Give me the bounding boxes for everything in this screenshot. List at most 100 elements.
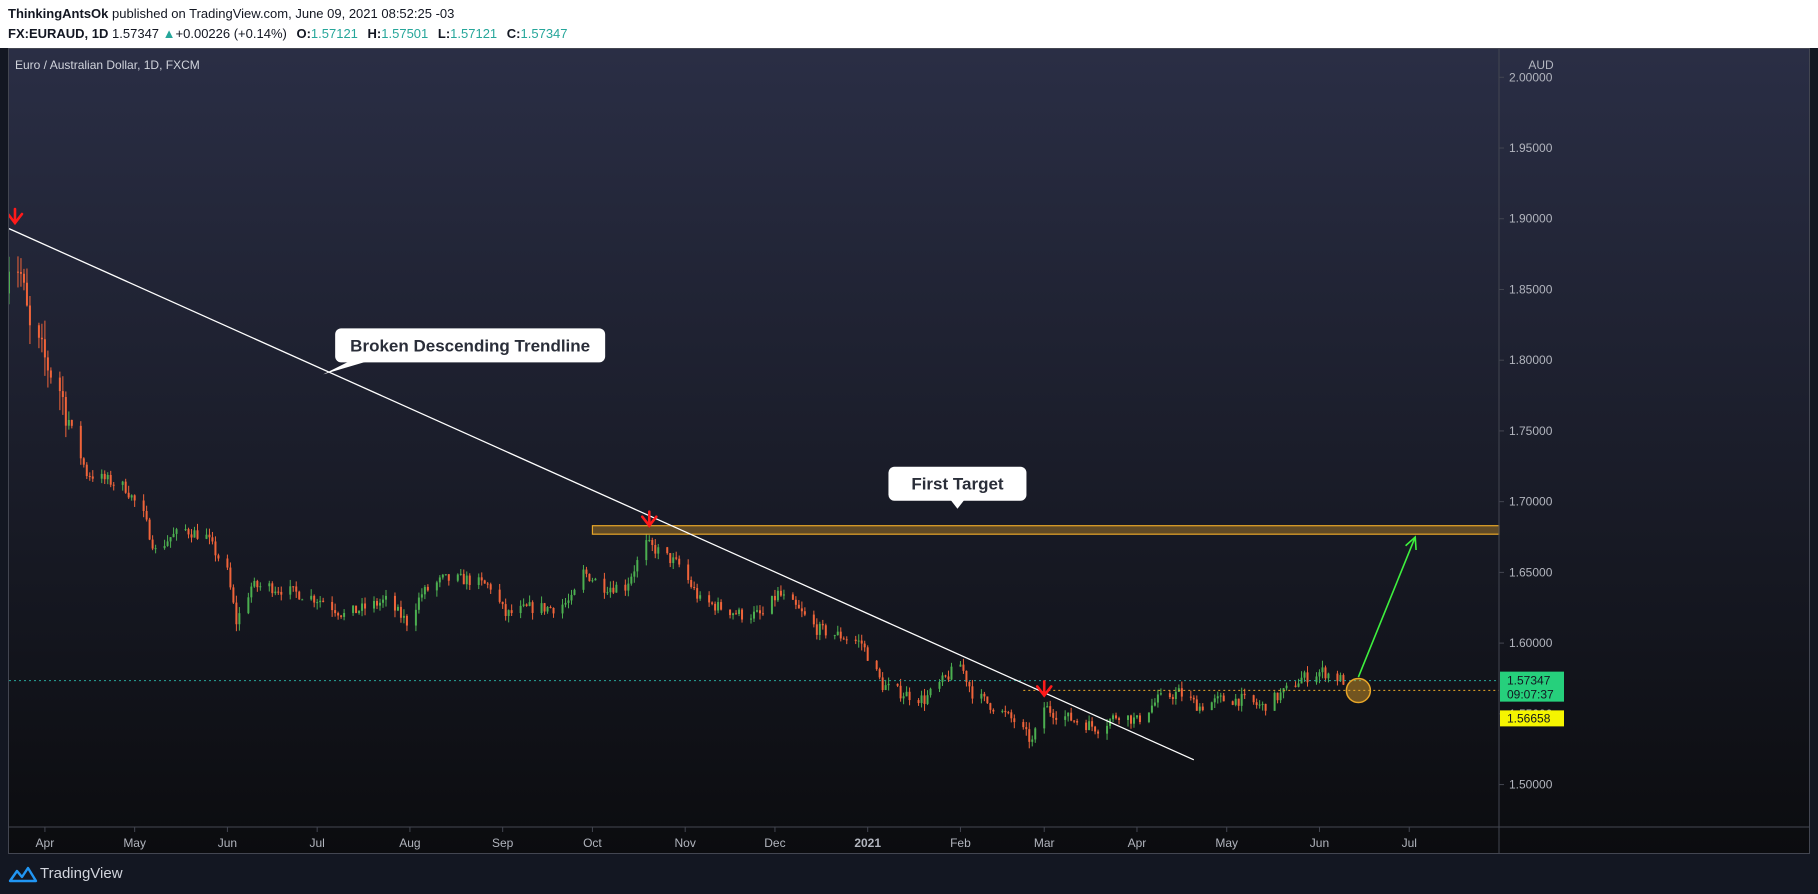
candle-body [100, 473, 103, 479]
candle-body [420, 594, 423, 598]
low-value: 1.57121 [450, 26, 498, 41]
candle-body [1321, 667, 1324, 673]
candle-body [528, 602, 531, 606]
candle-body [818, 623, 821, 635]
candle-body [1097, 731, 1100, 734]
candle-body [1153, 702, 1156, 706]
candle-body [585, 569, 588, 574]
tradingview-logo-icon[interactable] [8, 865, 38, 883]
candle-body [540, 603, 543, 614]
candle-body [1294, 685, 1297, 687]
candle-body [968, 682, 971, 687]
candle-body [1315, 676, 1318, 683]
author-name[interactable]: ThinkingAntsOk [8, 6, 109, 21]
candle-body [426, 586, 429, 591]
candle-body [842, 638, 845, 640]
candle-body [1339, 675, 1342, 682]
candle-body [564, 602, 567, 605]
level-price-badge [1500, 710, 1564, 727]
candle-body [1273, 692, 1276, 711]
candle-body [85, 464, 88, 477]
up-triangle-icon: ▲ [162, 26, 176, 41]
candle-body [714, 603, 717, 611]
candle-body [824, 625, 827, 636]
candle-body [543, 603, 546, 612]
candle-body [962, 664, 965, 671]
candle-body [205, 534, 208, 539]
symbol-name: FX:EURAUD, 1D [8, 26, 109, 41]
candle-body [633, 571, 636, 577]
candle-body [247, 597, 250, 614]
candle-body [1201, 706, 1204, 711]
candle-body [1276, 692, 1279, 701]
candle-body [343, 612, 346, 617]
candle-body [277, 591, 280, 593]
candle-body [758, 610, 761, 614]
candle-body [193, 530, 196, 538]
candle-body [1261, 703, 1264, 705]
candle-body [941, 675, 944, 683]
candle-body [217, 555, 220, 559]
candle-body [606, 592, 609, 594]
tradingview-brand[interactable]: TradingView [40, 865, 123, 882]
candle-body [274, 591, 277, 594]
candle-body [211, 537, 214, 542]
candle-body [657, 547, 660, 554]
candle-body [486, 583, 489, 585]
candle-body [1156, 694, 1159, 703]
candle-body [1198, 706, 1201, 711]
level-price-label: 1.56658 [1507, 711, 1551, 725]
candle-body [402, 615, 405, 618]
candle-body [1112, 715, 1115, 720]
candle-body [142, 500, 145, 512]
candle-body [289, 586, 292, 595]
candle-body [1252, 695, 1255, 703]
candle-body [1279, 692, 1282, 701]
candle-body [259, 586, 262, 588]
time-tick-label: Feb [950, 836, 971, 850]
candle-body [1049, 706, 1052, 713]
candle-body [396, 606, 399, 611]
candle-body [1171, 697, 1174, 700]
candle-body [570, 594, 573, 601]
candle-body [9, 271, 10, 294]
candle-body [612, 587, 615, 593]
candle-body [1001, 710, 1004, 712]
candle-body [1094, 726, 1097, 732]
candle-body [797, 604, 800, 609]
open-value: 1.57121 [310, 26, 358, 41]
candle-body [666, 547, 669, 554]
candle-body [929, 688, 932, 696]
candle-body [923, 695, 926, 704]
candle-body [489, 584, 492, 590]
price-change: +0.00226 (+0.14%) [175, 26, 287, 41]
candle-body [1138, 715, 1141, 723]
candle-body [908, 691, 911, 701]
candle-body [154, 548, 157, 550]
candle-body [899, 685, 902, 699]
candle-body [1231, 701, 1234, 705]
candle-body [459, 573, 462, 575]
candle-body [902, 696, 905, 699]
candle-body [355, 605, 358, 614]
candle-body [127, 492, 130, 498]
candle-body [755, 610, 758, 612]
time-tick-label: Apr [36, 836, 55, 850]
time-tick-label: 2021 [854, 836, 881, 850]
chart-frame[interactable]: Broken Descending Trendline First Target … [8, 48, 1810, 854]
candle-body [860, 640, 863, 644]
last-price: 1.57347 [112, 26, 160, 41]
candle-body [1022, 722, 1025, 728]
candle-body [573, 589, 576, 595]
candle-body [887, 683, 890, 686]
candle-body [61, 391, 64, 398]
candle-body [624, 584, 627, 591]
candle-body [522, 604, 525, 606]
candle-body [1034, 728, 1037, 740]
down-arrow-icon [9, 207, 24, 226]
candle-body [121, 481, 124, 485]
candle-body [313, 595, 316, 603]
candle-body [238, 613, 241, 625]
candle-body [364, 603, 367, 609]
